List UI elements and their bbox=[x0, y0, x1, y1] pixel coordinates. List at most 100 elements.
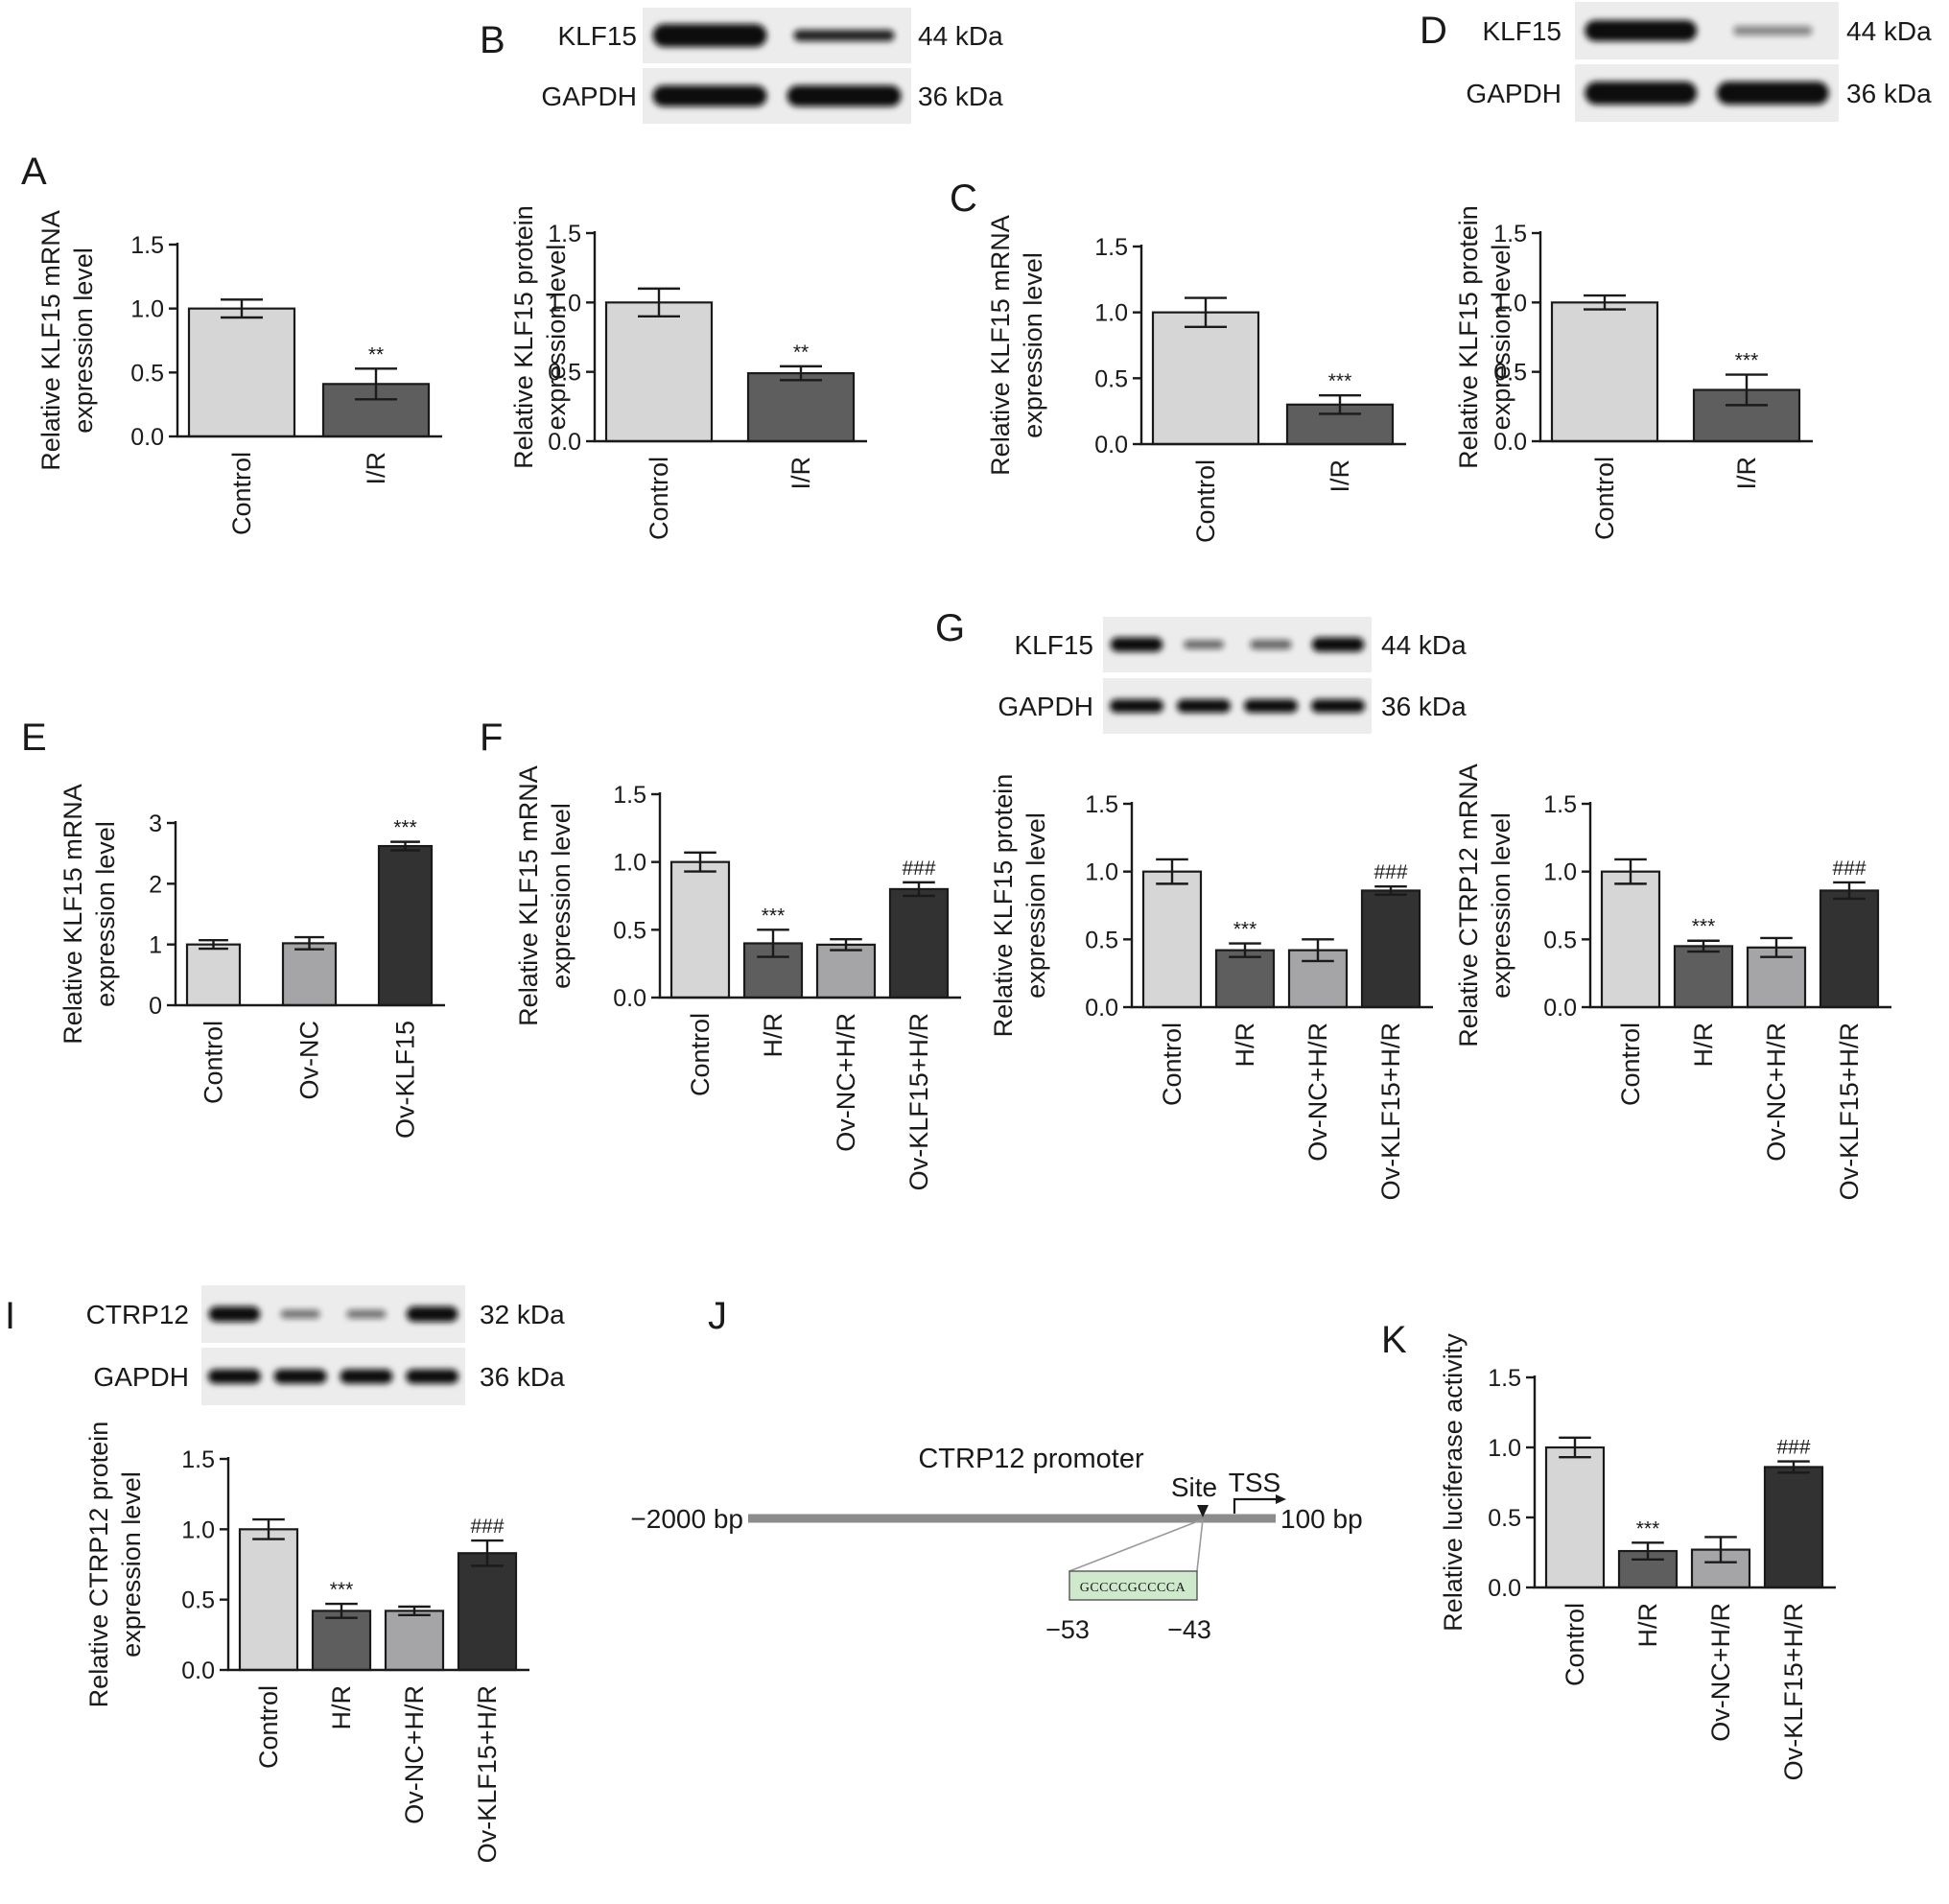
bar-h-4 bbox=[1819, 889, 1880, 1009]
ytick-label-d-0: 0.0 bbox=[1493, 429, 1527, 456]
tss-arrow-icon bbox=[1233, 1497, 1276, 1514]
error-bar-h-2 bbox=[1687, 939, 1720, 953]
ytick-label-b-0: 0.0 bbox=[548, 429, 581, 456]
error-bar-h-4 bbox=[1833, 881, 1866, 901]
ytick-label-f-0: 0.0 bbox=[613, 985, 646, 1012]
panel-label-k: K bbox=[1381, 1319, 1407, 1361]
error-bar-i-4 bbox=[471, 1539, 504, 1567]
panel-label-b: B bbox=[480, 19, 505, 61]
xtick-label-d-2: I/R bbox=[1732, 457, 1761, 490]
blot-band-i-2-1 bbox=[207, 1369, 261, 1384]
ytick-label-k-1: 0.5 bbox=[1488, 1505, 1521, 1532]
significance-k-4: ### bbox=[1776, 1437, 1810, 1459]
ytick-label-f-1: 0.5 bbox=[613, 917, 646, 944]
xtick-label-h-4: Ov-KLF15+H/R bbox=[1835, 1023, 1864, 1200]
xtick-label-c-1: Control bbox=[1191, 459, 1220, 543]
xtick-label-g-1: Control bbox=[1158, 1023, 1186, 1106]
blot-size-label-i-2: 36 kDa bbox=[480, 1362, 565, 1392]
ytick-label-d-1: 0.5 bbox=[1493, 360, 1527, 387]
blot-protein-label-d-2: GAPDH bbox=[1466, 79, 1562, 108]
xtick-label-b-2: I/R bbox=[787, 457, 815, 490]
ytick-label-b-3: 1.5 bbox=[548, 221, 581, 247]
xtick-label-c-2: I/R bbox=[1326, 459, 1354, 493]
ytick-label-f-2: 1.0 bbox=[613, 850, 646, 877]
blot-band-g-1-2 bbox=[1184, 640, 1224, 649]
error-bar-h-3 bbox=[1760, 936, 1793, 958]
blot-protein-label-g-2: GAPDH bbox=[998, 692, 1093, 721]
error-bar-e-1 bbox=[199, 939, 228, 951]
error-bar-i-3 bbox=[398, 1605, 431, 1616]
bar-d-1 bbox=[1550, 301, 1659, 443]
chart-panel-g: *** ### 0.0 0.5 1.0 1.5 Control H/R Ov-NC+H/R Ov-… bbox=[989, 774, 1433, 1200]
ylabel-b-1: Relative KLF15 protein bbox=[509, 205, 538, 469]
bar-i-1 bbox=[238, 1528, 299, 1672]
chart-panel-k: *** ### 0.0 0.5 1.0 1.5 Control H/R Ov-NC+H/R Ov-… bbox=[1439, 1333, 1836, 1780]
significance-g-2: *** bbox=[1233, 919, 1257, 941]
xtick-label-b-1: Control bbox=[645, 457, 673, 540]
blot-band-b-1-2 bbox=[793, 30, 895, 41]
motif-end-position: −43 bbox=[1167, 1615, 1211, 1644]
error-bar-k-1 bbox=[1559, 1436, 1591, 1459]
blot-band-d-1-2 bbox=[1733, 26, 1813, 35]
xtick-label-a-2: I/R bbox=[362, 452, 390, 485]
ytick-label-c-2: 1.0 bbox=[1094, 300, 1128, 327]
chart-panel-d: *** 0.0 0.5 1.0 1.5 Control I/R Relative KLF15 … bbox=[1454, 205, 1813, 540]
error-bar-f-4 bbox=[903, 881, 935, 898]
panel-label-d: D bbox=[1420, 10, 1447, 52]
tss-arrowhead-icon bbox=[1276, 1494, 1286, 1504]
ytick-label-a-0: 0.0 bbox=[130, 424, 164, 451]
bar-e-1 bbox=[185, 943, 242, 1007]
ylabel-e-1: Relative KLF15 mRNA bbox=[59, 784, 87, 1045]
xtick-label-h-2: H/R bbox=[1689, 1023, 1718, 1068]
bar-e-3 bbox=[377, 844, 434, 1007]
error-bar-i-2 bbox=[325, 1602, 358, 1619]
bar-k-1 bbox=[1544, 1446, 1606, 1589]
binding-site-marker bbox=[1197, 1505, 1209, 1517]
error-bar-b-2 bbox=[780, 364, 822, 382]
error-bar-c-1 bbox=[1185, 296, 1227, 328]
blot-band-g-1-1 bbox=[1110, 637, 1163, 652]
blot-band-g-2-2 bbox=[1177, 699, 1231, 713]
promoter-schematic: CTRP12 promoter −2000 bp 100 bp Site TSS… bbox=[630, 1444, 1362, 1644]
bar-h-2 bbox=[1673, 945, 1734, 1009]
panel-label-f: F bbox=[480, 717, 503, 759]
blot-band-d-2-1 bbox=[1585, 82, 1698, 105]
blot-size-label-b-2: 36 kDa bbox=[918, 82, 1003, 111]
bar-g-1 bbox=[1141, 870, 1203, 1009]
xtick-label-k-1: Control bbox=[1561, 1603, 1589, 1686]
site-label: Site bbox=[1171, 1472, 1217, 1502]
zoom-line-right bbox=[1196, 1518, 1204, 1572]
xtick-label-k-2: H/R bbox=[1633, 1603, 1662, 1648]
western-blot-g: KLF15 44 kDa GAPDH 36 kDa bbox=[998, 617, 1467, 734]
blot-size-label-g-1: 44 kDa bbox=[1381, 630, 1467, 660]
ytick-label-i-1: 0.5 bbox=[181, 1587, 215, 1614]
ylabel-d-2: expression level bbox=[1487, 245, 1515, 431]
ylabel-f-2: expression level bbox=[547, 803, 575, 989]
significance-a-2: ** bbox=[368, 343, 384, 365]
bar-charts: ** 0.0 0.5 1.0 1.5 Control I/R Relative KLF15 m… bbox=[36, 205, 1891, 1863]
blot-band-b-2-1 bbox=[652, 85, 767, 106]
xtick-label-k-3: Ov-NC+H/R bbox=[1706, 1603, 1735, 1742]
blot-size-label-d-1: 44 kDa bbox=[1846, 16, 1932, 46]
bar-c-1 bbox=[1151, 311, 1260, 446]
ylabel-a-2: expression level bbox=[69, 247, 98, 434]
blot-band-i-2-3 bbox=[340, 1369, 393, 1384]
error-bar-i-1 bbox=[252, 1517, 285, 1540]
blot-band-g-2-1 bbox=[1110, 699, 1163, 713]
ytick-label-a-1: 0.5 bbox=[130, 360, 164, 387]
panel-label-i: I bbox=[5, 1295, 15, 1337]
ytick-label-b-1: 0.5 bbox=[548, 360, 581, 387]
significance-c-2: *** bbox=[1328, 370, 1352, 392]
error-bar-b-1 bbox=[638, 287, 680, 317]
xtick-label-d-1: Control bbox=[1590, 457, 1619, 540]
error-bar-k-2 bbox=[1632, 1541, 1664, 1561]
ylabel-k-1: Relative luciferase activity bbox=[1439, 1333, 1468, 1632]
ylabel-i-2: expression level bbox=[117, 1471, 146, 1657]
ytick-label-c-3: 1.5 bbox=[1094, 234, 1128, 261]
blot-band-g-1-4 bbox=[1311, 637, 1365, 652]
blot-band-g-2-3 bbox=[1244, 699, 1298, 713]
ytick-label-d-2: 1.0 bbox=[1493, 290, 1527, 317]
xtick-label-a-1: Control bbox=[227, 452, 256, 535]
xtick-label-g-2: H/R bbox=[1231, 1023, 1259, 1068]
ytick-label-e-2: 2 bbox=[149, 871, 162, 898]
